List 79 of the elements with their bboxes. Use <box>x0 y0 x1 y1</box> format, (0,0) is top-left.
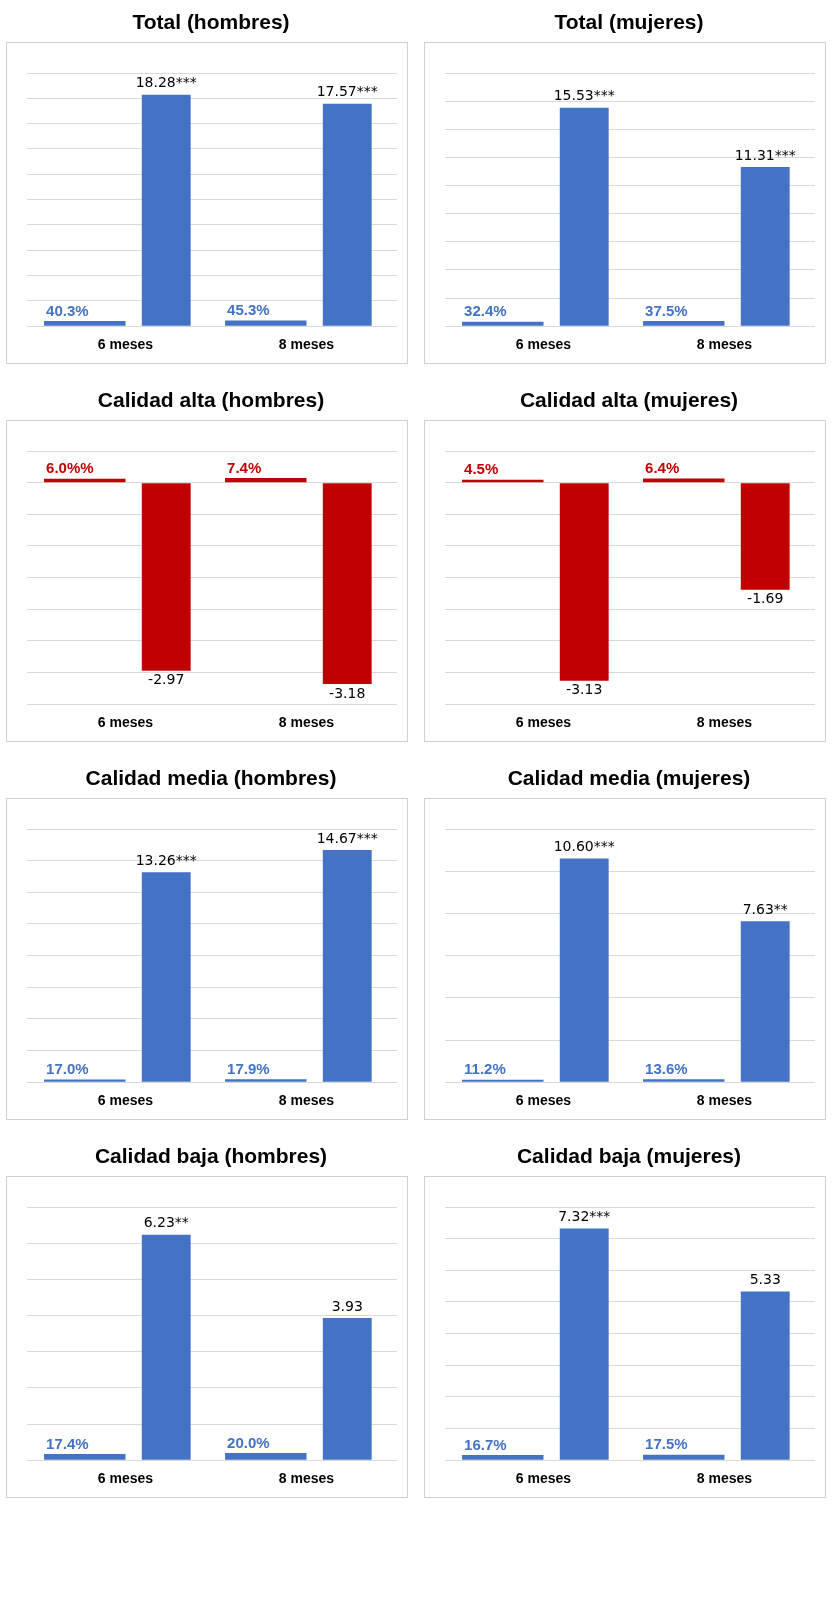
chart-title: Calidad media (hombres) <box>84 766 338 790</box>
chart-title: Calidad alta (mujeres) <box>518 388 740 412</box>
bar <box>462 321 544 326</box>
bar <box>322 1318 372 1460</box>
data-label: 20.0% <box>227 1433 270 1451</box>
data-label: 17.0% <box>46 1060 89 1078</box>
bar <box>225 1452 307 1460</box>
data-label: 45.3% <box>227 301 270 319</box>
data-label: -3.13 <box>566 681 603 698</box>
x-tick-label: 6 meses <box>97 1092 154 1109</box>
data-label: 17.57*** <box>316 83 378 100</box>
chart-title: Calidad baja (mujeres) <box>515 1144 743 1168</box>
data-label: 32.4% <box>464 302 507 320</box>
data-label: 6.23** <box>143 1214 189 1231</box>
data-label: 14.67*** <box>316 829 378 846</box>
data-label: 13.6% <box>645 1059 688 1077</box>
chart-title: Calidad alta (hombres) <box>96 388 326 412</box>
bar <box>740 1291 790 1460</box>
data-label: -2.97 <box>148 671 185 688</box>
x-tick-label: 8 meses <box>696 1092 753 1109</box>
bar <box>643 320 725 326</box>
bar <box>559 858 609 1082</box>
data-label: 17.9% <box>227 1060 270 1078</box>
x-tick-label: 8 meses <box>278 714 335 731</box>
data-label: 11.2% <box>464 1060 506 1078</box>
bar <box>141 94 191 326</box>
x-tick-label: 8 meses <box>696 1470 753 1487</box>
chart-title: Calidad baja (hombres) <box>93 1144 329 1168</box>
data-label: -1.69 <box>747 590 784 607</box>
data-label: 7.63** <box>742 900 788 917</box>
data-label: 6.4% <box>645 459 680 477</box>
x-tick-label: 8 meses <box>696 714 753 731</box>
bar <box>740 921 790 1082</box>
data-label: 13.26*** <box>135 852 197 868</box>
bar <box>44 1079 126 1082</box>
data-label: 11.31*** <box>734 146 796 163</box>
bar <box>141 872 191 1082</box>
x-tick-label: 6 meses <box>515 1470 572 1487</box>
data-label: 18.28*** <box>135 74 197 91</box>
bar <box>225 1079 307 1082</box>
chart-title: Total (mujeres) <box>553 10 705 34</box>
data-label: -3.18 <box>329 684 366 701</box>
bar <box>225 320 307 326</box>
data-label: 3.93 <box>331 1297 363 1314</box>
x-tick-label: 8 meses <box>278 336 335 353</box>
bar <box>322 850 372 1082</box>
data-label: 17.4% <box>46 1434 89 1452</box>
bar <box>740 167 790 326</box>
chart-title: Calidad media (mujeres) <box>506 766 752 790</box>
bar <box>643 1454 725 1460</box>
x-tick-label: 6 meses <box>515 336 572 353</box>
chart-title: Total (hombres) <box>131 10 291 34</box>
x-tick-label: 8 meses <box>696 336 753 353</box>
bar <box>322 103 372 326</box>
data-label: 7.4% <box>227 458 262 476</box>
data-label: 40.3% <box>46 301 89 319</box>
data-label: 15.53*** <box>553 87 615 104</box>
x-tick-label: 8 meses <box>278 1092 335 1109</box>
bar <box>44 321 126 326</box>
x-tick-label: 6 meses <box>97 1470 154 1487</box>
bar <box>559 1228 609 1460</box>
bar <box>559 107 609 326</box>
bar <box>44 1453 126 1460</box>
data-label: 6.0%% <box>46 459 94 477</box>
data-label: 37.5% <box>645 301 688 319</box>
x-tick-label: 6 meses <box>515 714 572 731</box>
data-label: 5.33 <box>749 1271 781 1288</box>
x-tick-label: 8 meses <box>278 1470 335 1487</box>
data-label: 17.5% <box>645 1435 688 1453</box>
bar <box>141 1234 191 1460</box>
data-label: 10.60*** <box>553 838 615 855</box>
x-tick-label: 6 meses <box>515 1092 572 1109</box>
x-tick-label: 6 meses <box>97 336 154 353</box>
data-label: 7.32*** <box>558 1208 611 1225</box>
bar <box>462 1454 544 1460</box>
x-tick-label: 6 meses <box>97 714 154 731</box>
data-label: 4.5% <box>464 460 499 478</box>
data-label: 16.7% <box>464 1435 507 1453</box>
bar <box>643 1079 725 1082</box>
